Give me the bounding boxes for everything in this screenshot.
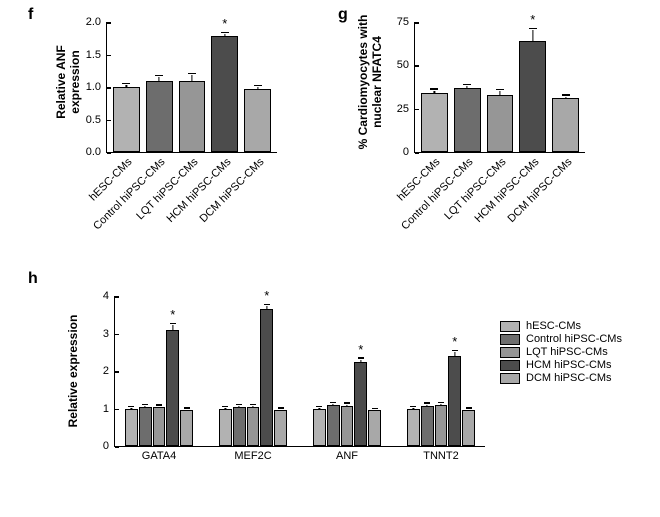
- bar: [552, 98, 579, 152]
- bar: [125, 409, 138, 447]
- bar: [260, 309, 273, 446]
- bar: [166, 330, 179, 446]
- bar: [435, 405, 448, 446]
- panel-label-g: g: [338, 6, 348, 24]
- chart-h: Relative expression 01234*GATA4*MEF2C*AN…: [60, 276, 500, 496]
- bar: [454, 88, 481, 152]
- bar: [274, 410, 287, 446]
- bar: [327, 405, 340, 446]
- bar: [219, 409, 232, 447]
- y-tick: 1: [103, 403, 115, 415]
- x-group-label: MEF2C: [234, 446, 271, 462]
- legend-item: Control hiPSC-CMs: [500, 333, 622, 345]
- bar: [180, 410, 193, 446]
- plot-area-h: 01234*GATA4*MEF2C*ANF*TNNT2: [114, 296, 485, 447]
- significance-marker: *: [264, 288, 269, 303]
- significance-marker: *: [222, 16, 227, 31]
- y-tick: 4: [103, 290, 115, 302]
- significance-marker: *: [452, 334, 457, 349]
- y-tick: 25: [397, 103, 415, 115]
- y-tick: 2.0: [86, 16, 107, 28]
- bar: [421, 93, 448, 152]
- y-tick: 3: [103, 328, 115, 340]
- panel-label-f: f: [28, 6, 33, 24]
- bar: [354, 362, 367, 446]
- bar: [313, 409, 326, 447]
- bar: [487, 95, 514, 152]
- y-tick: 1.0: [86, 81, 107, 93]
- bar: [247, 407, 260, 446]
- bar: [211, 36, 238, 152]
- significance-marker: *: [358, 342, 363, 357]
- legend-item: hESC-CMs: [500, 320, 622, 332]
- y-tick: 0.0: [86, 146, 107, 158]
- y-tick: 0: [403, 146, 415, 158]
- bar: [244, 89, 271, 152]
- chart-g: % Cardiomyocytes withnuclear NFATC4 0255…: [368, 12, 618, 212]
- bar: [519, 41, 546, 152]
- bar: [341, 406, 354, 447]
- bar: [146, 81, 173, 153]
- y-title-g: % Cardiomyocytes withnuclear NFATC4: [356, 12, 384, 152]
- x-group-label: TNNT2: [423, 446, 458, 462]
- y-title-h: Relative expression: [66, 296, 80, 446]
- legend-swatch: [500, 321, 520, 332]
- significance-marker: *: [170, 307, 175, 322]
- legend-swatch: [500, 347, 520, 358]
- bar: [462, 410, 475, 446]
- x-group-label: GATA4: [142, 446, 176, 462]
- legend-label: DCM hiPSC-CMs: [526, 372, 612, 384]
- y-title-f: Relative ANF expression: [54, 12, 82, 152]
- significance-marker: *: [530, 12, 535, 27]
- legend-label: Control hiPSC-CMs: [526, 333, 622, 345]
- legend-swatch: [500, 360, 520, 371]
- y-tick: 0.5: [86, 114, 107, 126]
- panel-label-h: h: [28, 270, 38, 288]
- legend-item: LQT hiPSC-CMs: [500, 346, 622, 358]
- legend-swatch: [500, 373, 520, 384]
- bar: [448, 356, 461, 446]
- bar: [368, 410, 381, 446]
- plot-area-f: 0.00.51.01.52.0hESC-CMsControl hiPSC-CMs…: [106, 22, 277, 153]
- legend-label: LQT hiPSC-CMs: [526, 346, 608, 358]
- bar: [139, 407, 152, 446]
- legend-item: HCM hiPSC-CMs: [500, 359, 622, 371]
- chart-f: Relative ANF expression 0.00.51.01.52.0h…: [60, 12, 310, 212]
- y-tick: 50: [397, 59, 415, 71]
- bar: [153, 407, 166, 446]
- legend-label: HCM hiPSC-CMs: [526, 359, 612, 371]
- bar: [407, 409, 420, 447]
- bar: [113, 87, 140, 152]
- bar: [233, 407, 246, 446]
- y-tick: 75: [397, 16, 415, 28]
- bar: [179, 81, 206, 153]
- y-tick: 0: [103, 440, 115, 452]
- y-tick: 1.5: [86, 49, 107, 61]
- legend-swatch: [500, 334, 520, 345]
- legend: hESC-CMsControl hiPSC-CMsLQT hiPSC-CMsHC…: [500, 320, 622, 385]
- bar: [421, 406, 434, 447]
- y-tick: 2: [103, 365, 115, 377]
- x-group-label: ANF: [336, 446, 358, 462]
- plot-area-g: 0255075hESC-CMsControl hiPSC-CMsLQT hiPS…: [414, 22, 585, 153]
- legend-label: hESC-CMs: [526, 320, 581, 332]
- legend-item: DCM hiPSC-CMs: [500, 372, 622, 384]
